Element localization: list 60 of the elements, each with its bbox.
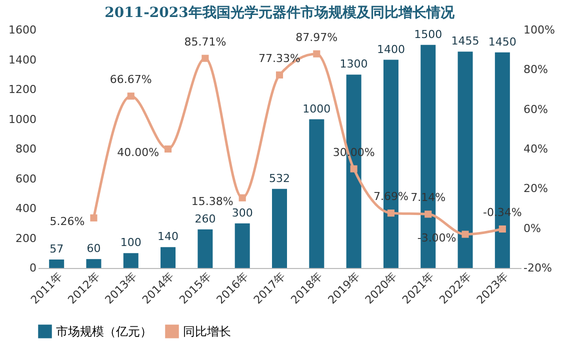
y-tick-label: 1200 [8, 83, 36, 96]
point [424, 210, 432, 218]
bar [198, 229, 213, 268]
bar [458, 52, 473, 268]
data-label: 1000 [302, 102, 331, 116]
data-label: 15.38% [191, 194, 234, 208]
data-label: 100 [120, 236, 142, 250]
data-label: 1300 [340, 58, 368, 71]
bar [309, 119, 324, 268]
y-tick-label: 200 [16, 232, 36, 245]
bar [160, 247, 176, 268]
bar [234, 223, 250, 268]
y-tick-label: 1000 [8, 112, 36, 126]
y2-tick-label: 100% [524, 24, 555, 36]
bar [272, 188, 287, 268]
data-label: 1400 [376, 42, 405, 56]
y-tick-label: 1400 [8, 53, 36, 66]
point [498, 225, 506, 233]
y2-tick-label: 80% [524, 63, 548, 76]
y-tick-label: 600 [16, 172, 36, 186]
data-label: 1450 [488, 35, 516, 48]
data-label: 1455 [451, 34, 480, 48]
data-label: 300 [232, 206, 253, 220]
data-label: 66.67% [110, 73, 152, 86]
y2-tick-label: -20% [524, 262, 552, 274]
point [90, 214, 98, 222]
y2-tick-label: 40% [524, 142, 548, 156]
legend-label: 同比增长 [183, 324, 231, 338]
data-label: 85.71% [184, 35, 226, 48]
chart-title: 2011-2023年我国光学元器件市场规模及同比增长情况 [104, 4, 456, 21]
data-label: 57 [50, 242, 64, 256]
point [164, 145, 172, 153]
point [462, 230, 469, 238]
y-tick-label: 400 [16, 202, 36, 215]
data-label: 87.97% [296, 30, 338, 44]
y2-tick-label: 60% [524, 102, 548, 116]
point [276, 71, 284, 78]
y2-tick-label: 0% [524, 222, 541, 235]
point [238, 194, 246, 202]
y-tick-label: 0 [30, 262, 36, 274]
point [387, 210, 394, 217]
data-label: 40.00% [117, 146, 160, 159]
point [313, 50, 320, 58]
y-tick-label: 1600 [8, 24, 36, 36]
point [127, 92, 134, 100]
bar [49, 260, 64, 268]
y-tick-label: 800 [16, 142, 36, 156]
data-label: 60 [86, 242, 101, 256]
bar [86, 259, 102, 268]
data-label: 140 [158, 230, 179, 244]
data-label: 77.33% [258, 52, 300, 65]
data-label: 1500 [414, 28, 442, 41]
y2-tick-label: 20% [524, 182, 548, 196]
data-label: 5.26% [50, 214, 85, 228]
data-label: 532 [269, 172, 290, 185]
legend-label: 市场规模（亿元） [56, 324, 152, 338]
bar [123, 253, 138, 268]
data-label: 260 [194, 212, 216, 226]
point [202, 54, 209, 62]
point [350, 165, 358, 172]
